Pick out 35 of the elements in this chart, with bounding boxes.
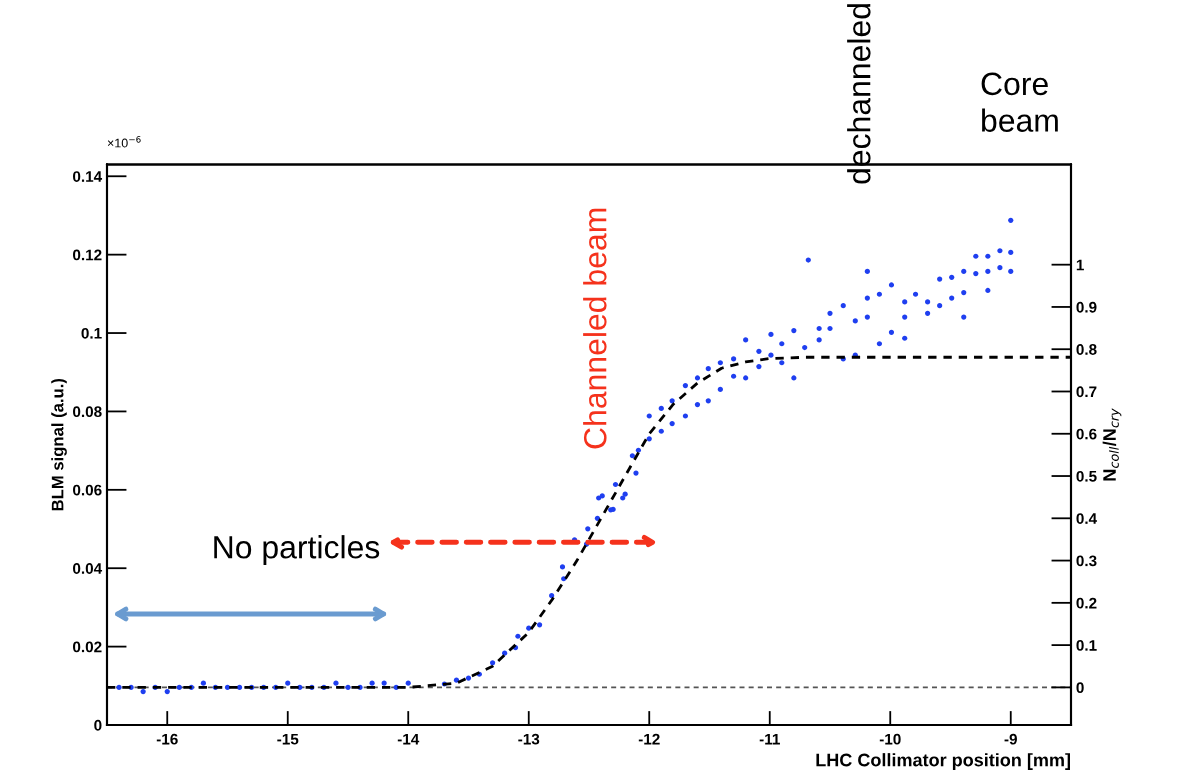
y2-axis-title: N$_{coll}$/N$_{cry}$ xyxy=(1102,408,1122,481)
x-tick-label: -10 xyxy=(879,733,901,745)
text: ×10$^{−6}$ xyxy=(107,136,141,148)
y2-tick-label: 0.6 xyxy=(1076,428,1097,440)
y2-tick-label: 0.9 xyxy=(1076,301,1097,313)
y2-tick-label: 1 xyxy=(1076,259,1084,271)
y-axis-title: BLM signal (a.u.) xyxy=(51,378,67,511)
y-tick-label: 0 xyxy=(94,719,102,731)
y2-tick-label: 0.1 xyxy=(1076,639,1097,651)
y2-tick-label: 0.8 xyxy=(1076,344,1097,355)
annotation: No particles xyxy=(214,535,380,565)
x-tick-label: -14 xyxy=(397,733,420,745)
x-tick-label: -15 xyxy=(277,733,299,745)
x-tick-label: -13 xyxy=(518,733,540,745)
y2-tick-label: 0.4 xyxy=(1076,513,1098,524)
annotation: dechanneled xyxy=(847,4,871,184)
y2-tick-label: 0.5 xyxy=(1076,470,1097,482)
y-tick-label: 0.12 xyxy=(73,249,102,261)
y2-tick-label: 0 xyxy=(1076,682,1084,694)
y2-tick-label: 0.7 xyxy=(1076,386,1097,398)
x-tick-label: -9 xyxy=(1004,733,1017,745)
annotation: Channeled beam xyxy=(583,208,607,449)
y-tick-label: 0.06 xyxy=(73,484,102,496)
y-tick-label: 0.08 xyxy=(73,406,102,418)
x-axis-title: LHC Collimator position [mm] xyxy=(816,753,1070,770)
y-tick-label: 0.04 xyxy=(73,563,103,574)
x-tick-label: -11 xyxy=(759,733,780,745)
x-tick-label: -12 xyxy=(638,733,660,745)
y-tick-label: 0.14 xyxy=(73,171,103,182)
x-tick-label: -16 xyxy=(156,733,178,745)
y-tick-label: 0.1 xyxy=(81,327,102,339)
y2-tick-label: 0.3 xyxy=(1076,555,1097,567)
y-tick-label: 0.02 xyxy=(73,641,102,653)
text: Core beam xyxy=(981,72,1058,132)
y2-tick-label: 0.2 xyxy=(1076,597,1097,609)
